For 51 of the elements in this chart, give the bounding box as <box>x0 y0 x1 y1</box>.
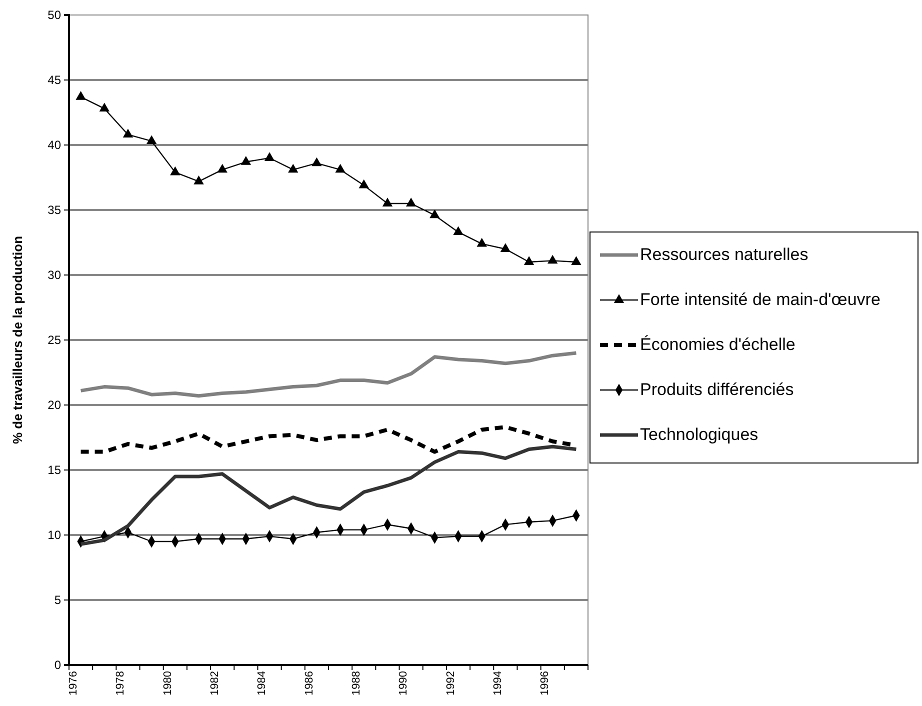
point <box>430 209 440 218</box>
x-tick-label: 1988 <box>350 671 362 696</box>
point <box>99 102 110 112</box>
legend-label: Forte intensité de main-d'œuvre <box>640 290 880 309</box>
x-tick-label: 1982 <box>208 671 221 696</box>
point <box>288 164 298 173</box>
line-series <box>79 351 578 398</box>
y-tick-label: 50 <box>48 8 62 22</box>
point <box>76 91 86 100</box>
point <box>571 256 582 265</box>
legend-label: Ressources naturelles <box>640 245 808 264</box>
x-tick-label: 1996 <box>539 671 552 696</box>
x-tick-label: 1990 <box>398 671 410 696</box>
x-tick-label: 1976 <box>67 671 80 696</box>
x-tick-label: 1992 <box>444 671 457 696</box>
x-tick-label: 1984 <box>256 671 268 696</box>
y-tick-label: 5 <box>54 592 62 607</box>
y-tick-label: 30 <box>48 268 62 282</box>
y-tick-label: 40 <box>48 138 62 152</box>
point <box>335 164 346 173</box>
y-tick-label: 35 <box>48 202 62 217</box>
point <box>122 128 134 138</box>
y-tick-label: 45 <box>48 72 62 87</box>
x-tick-label: 1994 <box>492 671 504 696</box>
point <box>476 238 487 247</box>
legend-label: Technologiques <box>640 425 758 444</box>
point <box>194 176 204 184</box>
legend-label: Économies d'échelle <box>640 335 796 354</box>
point <box>358 179 369 188</box>
x-tick-label: 1980 <box>162 671 174 696</box>
y-tick-label: 10 <box>48 528 62 542</box>
point <box>146 135 157 144</box>
y-tick-label: 25 <box>48 332 62 347</box>
point <box>406 198 416 206</box>
legend-label: Produits différenciés <box>640 380 794 399</box>
point <box>500 243 511 252</box>
point <box>264 152 275 161</box>
point <box>312 157 322 166</box>
y-tick-label: 0 <box>54 658 62 672</box>
point <box>548 254 558 264</box>
y-tick-label: 15 <box>48 462 62 477</box>
point <box>382 198 393 206</box>
point <box>240 156 252 165</box>
y-tick-label: 20 <box>48 398 62 412</box>
point <box>524 256 534 265</box>
point <box>170 166 180 176</box>
x-tick-label: 1978 <box>114 671 127 696</box>
point <box>453 226 464 236</box>
y-axis-title: % de travailleurs de la production <box>10 236 25 444</box>
x-tick-label: 1986 <box>303 671 316 696</box>
point <box>217 164 228 173</box>
